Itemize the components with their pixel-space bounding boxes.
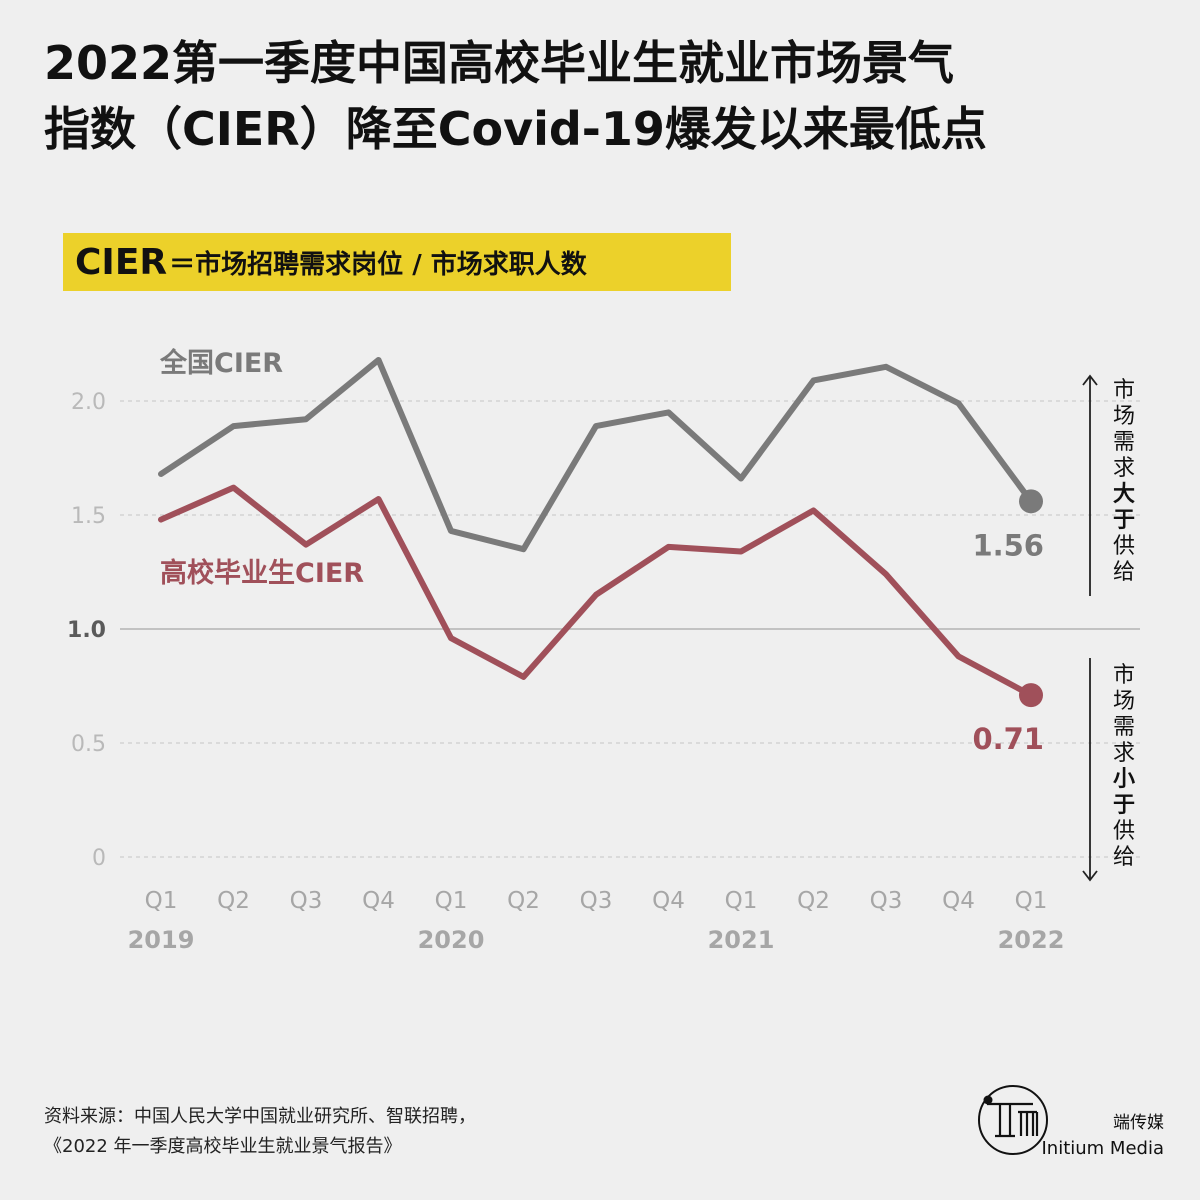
annotation-char-above: 给 (1113, 560, 1135, 585)
x-tick-label: Q4 (942, 888, 975, 914)
year-label-2022: 2022 (998, 926, 1065, 954)
annotation-char-above: 大 (1113, 482, 1135, 507)
data-source: 资料来源：中国人民大学中国就业研究所、智联招聘， 《2022 年一季度高校毕业生… (44, 1102, 476, 1162)
data-source-line-1: 资料来源：中国人民大学中国就业研究所、智联招聘， (44, 1106, 476, 1127)
x-tick-label: Q1 (725, 888, 758, 914)
series-end-marker-1 (1019, 683, 1043, 708)
annotation-arrowhead-up (1082, 374, 1098, 386)
annotation-char-below: 市 (1113, 663, 1135, 688)
end-value-label-1: 0.71 (972, 722, 1044, 756)
annotation-char-above: 市 (1113, 378, 1135, 403)
x-tick-label: Q1 (145, 888, 178, 914)
data-source-line-2: 《2022 年一季度高校毕业生就业景气报告》 (44, 1136, 402, 1157)
annotation-char-below: 于 (1113, 793, 1135, 818)
brand-name-cn: 端传媒 (1113, 1113, 1164, 1133)
chart-series-lines (158, 356, 1043, 708)
annotation-char-below: 供 (1113, 819, 1135, 844)
y-tick-label: 1.0 (67, 618, 106, 643)
annotation-char-above: 供 (1113, 534, 1135, 559)
chart-gridlines (120, 400, 1140, 858)
cier-formula-banner: CIER ＝市场招聘需求岗位 / 市场求职人数 (63, 233, 731, 291)
x-tick-label: Q2 (797, 888, 830, 914)
initium-logo-icon (978, 1085, 1048, 1155)
series-name-label-1: 高校毕业生CIER (160, 557, 364, 589)
end-value-label-0: 1.56 (972, 528, 1044, 562)
series-name-label-0: 全国CIER (159, 347, 283, 379)
chart-labels: 全国CIER 1.56 高校毕业生CIER 0.71 (159, 347, 1044, 756)
x-tick-label: Q3 (290, 888, 323, 914)
x-tick-label: Q3 (580, 888, 613, 914)
annotation-arrowhead-down (1082, 870, 1098, 882)
annotation-char-above: 于 (1113, 508, 1135, 533)
formula-term: CIER (75, 241, 168, 283)
annotation-char-below: 场 (1113, 689, 1135, 714)
chart-title: 2022第一季度中国高校毕业生就业市场景气 指数（CIER）降至Covid-19… (44, 30, 1164, 162)
y-tick-label: 0.5 (71, 732, 106, 757)
y-tick-label: 2.0 (71, 390, 106, 415)
annotation-char-below: 需 (1113, 715, 1135, 740)
y-tick-label: 1.5 (71, 504, 106, 529)
x-tick-label: Q4 (652, 888, 685, 914)
y-tick-label: 0 (92, 846, 106, 871)
series-line-0 (158, 356, 1034, 553)
brand-name-en: Initium Media (1041, 1138, 1164, 1159)
series-end-marker-0 (1019, 489, 1043, 514)
x-tick-label: Q3 (870, 888, 903, 914)
x-tick-label: Q2 (217, 888, 250, 914)
annotation-char-below: 求 (1113, 741, 1135, 766)
annotation-char-below: 小 (1113, 767, 1135, 792)
y-axis-ticks: 0 0.5 1.0 1.5 2.0 (67, 390, 106, 871)
year-label-2020: 2020 (418, 926, 485, 954)
annotation-char-below: 给 (1113, 845, 1135, 870)
cier-line-chart: 0 0.5 1.0 1.5 2.0 全国CIER 1.56 高校毕业生CIER 0.71 Q1… (67, 347, 1140, 954)
year-label-2021: 2021 (708, 926, 775, 954)
x-tick-label: Q1 (1015, 888, 1048, 914)
series-line-1 (158, 484, 1034, 699)
annotation-char-above: 需 (1113, 430, 1135, 455)
year-label-2019: 2019 (128, 926, 195, 954)
x-tick-label: Q4 (362, 888, 395, 914)
annotation-char-above: 求 (1113, 456, 1135, 481)
annotation-char-above: 场 (1113, 404, 1135, 429)
formula-definition: ＝市场招聘需求岗位 / 市场求职人数 (169, 249, 587, 280)
chart-title-line-1: 2022第一季度中国高校毕业生就业市场景气 (44, 36, 955, 90)
x-axis-ticks: Q1 Q2 Q3 Q4 Q1 Q2 Q3 Q4 Q1 Q2 Q3 Q4 Q1 2019 2020 2021 20… (128, 888, 1065, 954)
x-tick-label: Q2 (507, 888, 540, 914)
x-tick-label: Q1 (435, 888, 468, 914)
brand-name: 端传媒 Initium Media (1041, 1110, 1164, 1162)
chart-title-line-2: 指数（CIER）降至Covid-19爆发以来最低点 (44, 102, 987, 156)
